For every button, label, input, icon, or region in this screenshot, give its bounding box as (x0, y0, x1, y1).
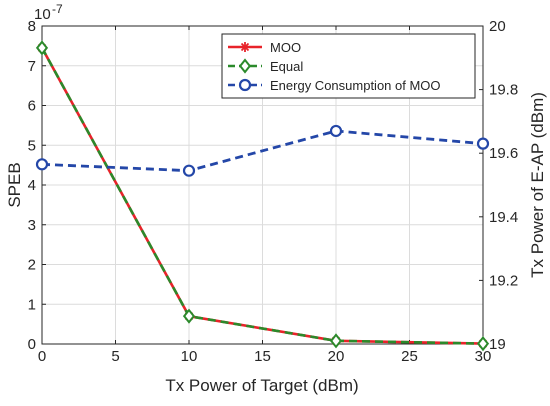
y-axis-right-label: Tx Power of E-AP (dBm) (528, 92, 547, 278)
data-point (329, 124, 343, 138)
legend-marker (238, 78, 252, 92)
y-right-tick-label: 19.4 (489, 209, 518, 226)
x-tick-label: 20 (328, 348, 345, 365)
series-1 (35, 40, 490, 352)
legend-entry: Equal (270, 59, 303, 74)
series-line (41, 129, 484, 173)
y-left-tick-label: 8 (28, 18, 36, 35)
x-tick-label: 0 (38, 348, 46, 365)
data-point (476, 137, 490, 150)
y-left-tick-label: 7 (28, 58, 36, 75)
left-axis-exponent-power: -7 (52, 2, 63, 16)
x-tick-label: 15 (254, 348, 271, 365)
y-right-tick-label: 20 (489, 18, 506, 35)
y-left-tick-label: 5 (28, 137, 36, 154)
data-point (476, 336, 490, 352)
series-2 (35, 124, 490, 177)
y-left-tick-label: 4 (28, 177, 36, 194)
left-axis-exponent-base: 10 (34, 6, 51, 23)
data-point (35, 158, 49, 171)
data-point (35, 40, 49, 56)
legend-entry: MOO (270, 40, 301, 55)
y-right-tick-label: 19 (489, 336, 506, 353)
y-left-tick-label: 3 (28, 217, 36, 234)
y-left-tick-label: 6 (28, 98, 36, 115)
data-point (182, 164, 196, 177)
x-axis-label: Tx Power of Target (dBm) (165, 376, 358, 395)
x-tick-label: 30 (475, 348, 492, 365)
y-left-tick-label: 0 (28, 336, 36, 353)
legend-marker (240, 42, 250, 52)
legend-box (221, 33, 476, 99)
axis-ticks: 0 5 10 15 20 25 30 0 1 2 3 4 5 6 7 8 19 19.2 19.4 19.6 19.8 2… (28, 18, 519, 365)
y-right-tick-label: 19.8 (489, 82, 518, 99)
y-right-tick-label: 19.2 (489, 272, 518, 289)
y-axis-left-label: SPEB (5, 162, 24, 207)
data-point (329, 333, 343, 349)
x-tick-label: 10 (181, 348, 198, 365)
data-point (182, 308, 196, 324)
legend-entry: Energy Consumption of MOO (270, 78, 441, 93)
y-left-tick-label: 1 (28, 296, 36, 313)
series-line (40, 47, 484, 345)
x-tick-label: 25 (401, 348, 418, 365)
y-right-tick-label: 19.6 (489, 145, 518, 162)
y-left-tick-label: 2 (28, 257, 36, 274)
legend: MOO Equal Energy Consumption of MOO (221, 33, 476, 99)
x-tick-label: 5 (111, 348, 119, 365)
legend-marker (238, 58, 252, 74)
series-group (35, 40, 490, 352)
